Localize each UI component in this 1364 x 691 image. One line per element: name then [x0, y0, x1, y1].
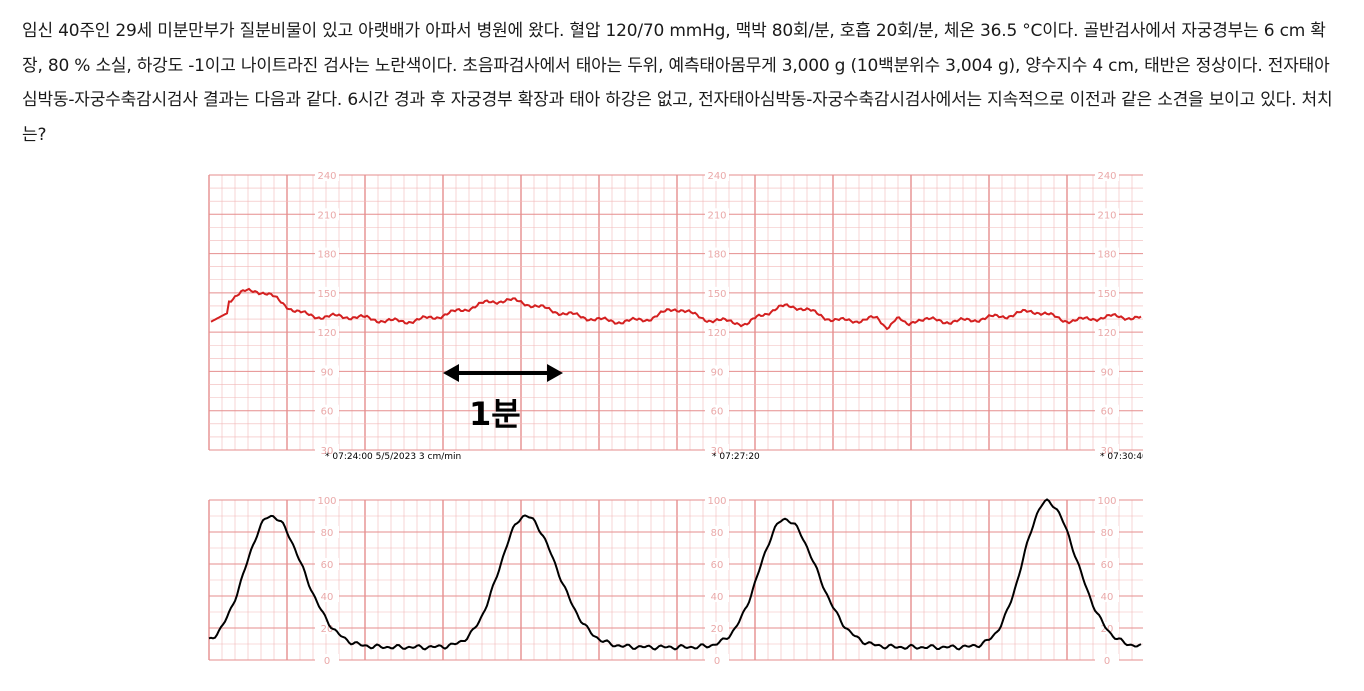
fhr-scale-label: 120: [1097, 328, 1116, 339]
fhr-scale-label: 60: [1101, 407, 1114, 418]
toco-grid: [208, 499, 1143, 661]
toco-scale-label: 0: [714, 656, 720, 666]
timestamp-end: * 07:30:40: [1100, 452, 1143, 462]
toco-scale-label: 60: [711, 560, 724, 571]
toco-scale-label: 80: [711, 528, 724, 539]
toco-trace-line: [208, 498, 1142, 651]
fhr-scale-label: 90: [1101, 367, 1114, 378]
one-minute-label: 1분: [469, 395, 521, 433]
fhr-scale-label: 120: [317, 328, 336, 339]
toco-scale-label: 0: [324, 656, 330, 666]
timestamp-start: * 07:24:00 5/5/2023 3 cm/min: [325, 452, 461, 462]
toco-strip: 100 80 60 40 20 0 100 80 60 40 20 0 100 80 60 40 20 0: [207, 494, 1143, 670]
fhr-scale-label: 240: [707, 171, 726, 182]
fhr-scale-label: 60: [711, 407, 724, 418]
toco-scale-label: 40: [711, 592, 724, 603]
fhr-scale-label: 30: [711, 446, 724, 457]
fhr-scale-label: 210: [317, 210, 336, 221]
fhr-scale-label: 120: [707, 328, 726, 339]
fhr-scale-label: 210: [1097, 210, 1116, 221]
toco-scale-label: 20: [711, 624, 724, 635]
toco-scale-label: 40: [321, 592, 334, 603]
fhr-scale-label: 150: [317, 289, 336, 300]
fhr-scale-label: 210: [707, 210, 726, 221]
fhr-scale-label: 90: [711, 367, 724, 378]
toco-scale-label: 60: [321, 560, 334, 571]
fhr-scale-label: 150: [707, 289, 726, 300]
fhr-chart: 240 210 180 150 120 90 60 30 240 210 180 150 120 90 60…: [208, 169, 1148, 462]
fhr-scale-label: 180: [1097, 250, 1116, 261]
fhr-scale-label: 150: [1097, 289, 1116, 300]
fhr-scale-label: 180: [707, 250, 726, 261]
fhr-scale-label: 30: [321, 446, 334, 457]
fhr-grid: [208, 174, 1143, 451]
fhr-scale-label: 240: [1097, 171, 1116, 182]
fhr-scale-label: 90: [321, 367, 334, 378]
fhr-strip: 240 210 180 150 120 90 60 30 240 210 180 150 120 90 60…: [207, 167, 1148, 471]
toco-scale-label: 0: [1104, 656, 1110, 666]
fhr-trace-line: [210, 287, 1142, 331]
toco-scale-label: 100: [1097, 496, 1116, 507]
question-text: 임신 40주인 29세 미분만부가 질분비물이 있고 아랫배가 아파서 병원에 …: [22, 21, 1333, 145]
fhr-scale-label: 60: [321, 407, 334, 418]
one-minute-arrow: [443, 364, 563, 382]
toco-scale-label: 80: [321, 528, 334, 539]
toco-scale-label: 100: [317, 496, 336, 507]
fhr-scale-label: 30: [1101, 446, 1114, 457]
toco-scale-label: 60: [1101, 560, 1114, 571]
timestamp-mid: * 07:27:20: [712, 452, 760, 462]
fhr-scale-label: 240: [317, 171, 336, 182]
toco-scale-label: 20: [321, 624, 334, 635]
toco-scale-label: 40: [1101, 592, 1114, 603]
fhr-scale-label: 180: [317, 250, 336, 261]
toco-scale-label: 100: [707, 496, 726, 507]
fhr-scale-labels: 240 210 180 150 120 90 60 30 240 210 180 150 120 90 60…: [315, 169, 1119, 457]
toco-scale-label: 80: [1101, 528, 1114, 539]
